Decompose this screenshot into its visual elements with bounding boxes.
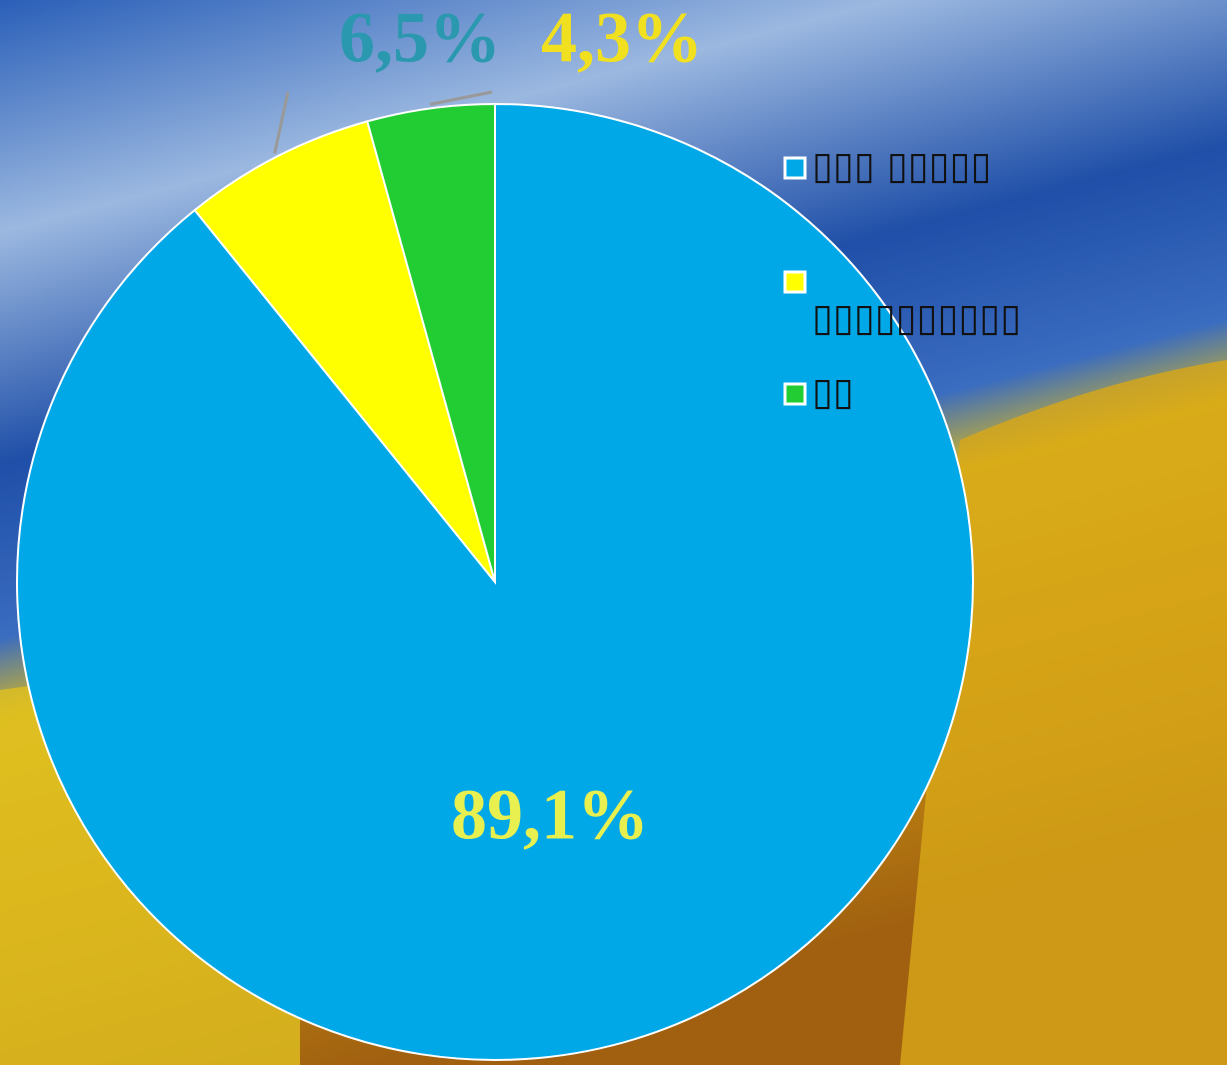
data-label: 6,5% [339, 0, 501, 78]
data-label: 89,1% [451, 775, 649, 855]
legend: ▯▯▯ ▯▯▯▯▯▯▯▯▯▯▯▯▯▯▯▯▯ [783, 144, 1021, 414]
leader-line [429, 90, 493, 106]
field [900, 360, 1227, 1065]
pie-slice [366, 102, 496, 583]
legend-label: ▯▯▯▯▯▯▯▯▯▯ [812, 296, 1021, 340]
legend-label: ▯▯▯ ▯▯▯▯▯ [812, 144, 991, 188]
data-label: 4,3% [541, 0, 703, 78]
legend-marker [783, 382, 807, 406]
leader-line [273, 91, 290, 154]
legend-label: ▯▯ [812, 370, 854, 414]
legend-marker [783, 270, 807, 294]
pie-slice [193, 120, 496, 583]
legend-marker [783, 156, 807, 180]
pie: 89,1% 6,5% 4,3% [16, 0, 974, 1061]
